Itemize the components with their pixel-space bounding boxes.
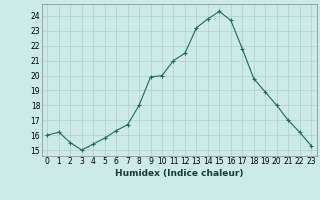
X-axis label: Humidex (Indice chaleur): Humidex (Indice chaleur)	[115, 169, 244, 178]
